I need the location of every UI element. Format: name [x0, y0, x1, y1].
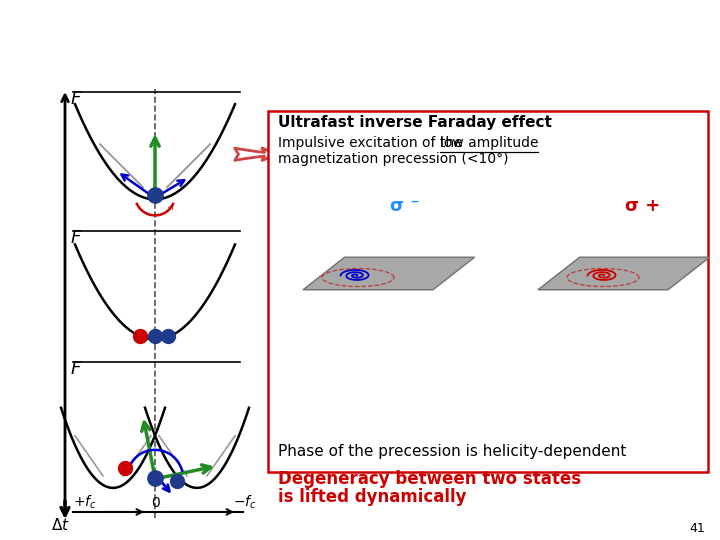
Text: $+f_c$: $+f_c$	[73, 494, 97, 511]
Text: Control of the laser-induced SR transition: Control of the laser-induced SR transiti…	[11, 19, 601, 43]
Text: magnetization precession (<10°): magnetization precession (<10°)	[278, 152, 508, 166]
Text: F: F	[71, 360, 81, 377]
Polygon shape	[303, 257, 474, 290]
Text: 41: 41	[689, 522, 705, 535]
Text: Impulsive excitation of the: Impulsive excitation of the	[278, 136, 467, 150]
Text: σ ⁻: σ ⁻	[390, 198, 420, 215]
FancyBboxPatch shape	[268, 111, 708, 472]
Text: Degeneracy between two states: Degeneracy between two states	[278, 470, 581, 488]
Text: Phase of the precession is helicity-dependent: Phase of the precession is helicity-depe…	[278, 444, 626, 459]
Text: $\Delta t$: $\Delta t$	[51, 517, 70, 533]
Text: low amplitude: low amplitude	[440, 136, 539, 150]
Text: is lifted dynamically: is lifted dynamically	[278, 488, 467, 506]
Polygon shape	[538, 257, 710, 290]
Text: F: F	[71, 230, 81, 247]
Text: F: F	[71, 90, 81, 108]
Text: σ +: σ +	[625, 198, 660, 215]
Text: 0: 0	[150, 496, 159, 510]
Text: Ultrafast inverse Faraday effect: Ultrafast inverse Faraday effect	[278, 115, 552, 130]
Text: $-f_c$: $-f_c$	[233, 494, 257, 511]
